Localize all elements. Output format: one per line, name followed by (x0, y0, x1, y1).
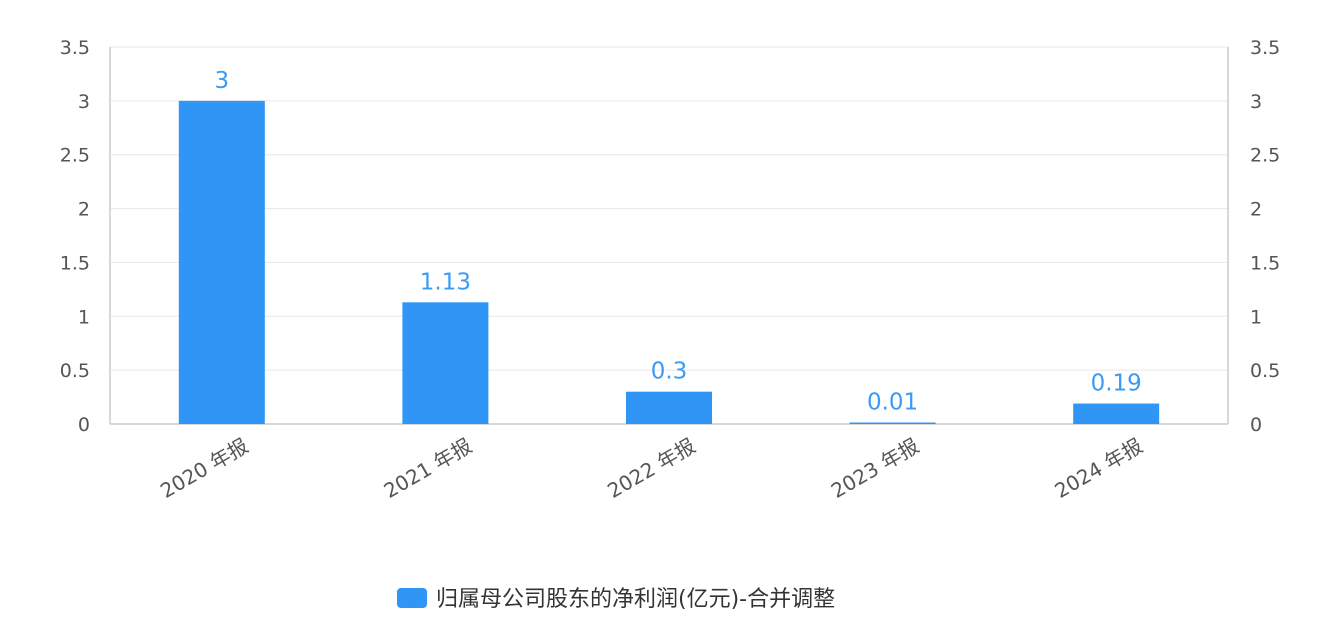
y-tick-label-right: 1.5 (1250, 252, 1280, 274)
data-label: 0.19 (1091, 371, 1142, 397)
y-tick-label-right: 3.5 (1250, 37, 1280, 59)
bar[interactable] (1073, 403, 1160, 424)
bar[interactable] (626, 391, 712, 424)
data-labels: 3 1.13 0.3 0.01 0.19 (214, 68, 1141, 416)
bar[interactable] (178, 100, 265, 424)
y-axis-left-ticks: 0 0.5 1 1.5 2 2.5 3 3.5 (60, 37, 90, 436)
y-tick-label-left: 0.5 (60, 360, 90, 382)
legend-label[interactable]: 归属母公司股东的净利润(亿元)-合并调整 (436, 587, 835, 612)
grid-lines (110, 46, 1228, 371)
data-label: 0.3 (651, 359, 688, 385)
x-tick-label: 2023 年报 (827, 434, 923, 503)
y-tick-label-left: 2 (78, 199, 90, 221)
y-axis-right-ticks: 0 0.5 1 1.5 2 2.5 3 3.5 (1250, 37, 1280, 436)
y-tick-label-left: 3 (78, 91, 90, 113)
y-tick-label-right: 2 (1250, 199, 1262, 221)
x-tick-label: 2024 年报 (1050, 434, 1146, 503)
y-tick-label-right: 3 (1250, 91, 1262, 113)
bar[interactable] (849, 422, 936, 425)
legend[interactable]: 归属母公司股东的净利润(亿元)-合并调整 (397, 587, 835, 612)
bars (178, 100, 1160, 425)
y-tick-label-left: 2.5 (60, 145, 90, 167)
y-tick-label-right: 0.5 (1250, 360, 1280, 382)
legend-swatch[interactable] (397, 588, 427, 608)
x-axis-category-labels: 2020 年报 2021 年报 2022 年报 2023 年报 2024 年报 (156, 434, 1147, 503)
y-tick-label-left: 0 (78, 414, 90, 436)
y-tick-label-right: 1 (1250, 306, 1262, 328)
y-tick-label-left: 1.5 (60, 252, 90, 274)
data-label: 3 (214, 68, 229, 94)
y-tick-label-left: 1 (78, 306, 90, 328)
y-tick-label-left: 3.5 (60, 37, 90, 59)
bar[interactable] (402, 302, 489, 424)
y-tick-label-right: 0 (1250, 414, 1262, 436)
y-tick-label-right: 2.5 (1250, 145, 1280, 167)
data-label: 0.01 (867, 390, 918, 416)
x-tick-label: 2020 年报 (156, 434, 252, 503)
x-tick-label: 2022 年报 (603, 434, 699, 503)
x-tick-label: 2021 年报 (380, 434, 476, 503)
data-label: 1.13 (420, 269, 471, 295)
